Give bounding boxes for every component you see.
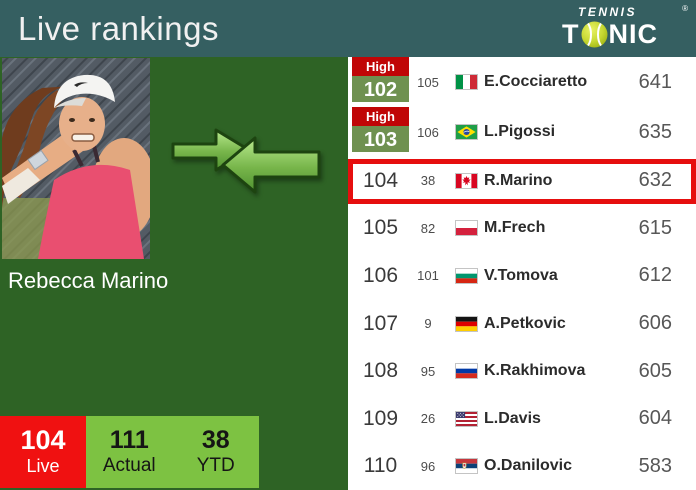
table-row[interactable]: 109 26 L.Davis 604	[348, 395, 696, 443]
rank-cell: 106	[352, 252, 409, 300]
secondary-number: 101	[417, 268, 439, 284]
rank-cell: 104	[352, 157, 409, 205]
rank-number: 104	[362, 168, 399, 192]
tennis-tonic-logo[interactable]: TENNIS ® T NIC	[562, 4, 688, 53]
points-value: 635	[638, 120, 672, 143]
logo-letter-t: T	[562, 19, 580, 49]
rank-cell: 109	[352, 395, 409, 443]
secondary-number: 26	[420, 411, 436, 427]
table-row[interactable]: 104 38 R.Marino 632	[348, 157, 696, 205]
table-row[interactable]: 105 82 M.Frech 615	[348, 205, 696, 253]
flag-poland-icon	[455, 220, 478, 237]
live-rank-label: Live	[26, 456, 60, 476]
secondary-number: 95	[420, 363, 436, 379]
points-value: 641	[638, 70, 672, 93]
player-name: O.Danilovic	[484, 457, 573, 475]
flag-canada-icon	[455, 172, 478, 189]
flag-brazil-icon	[455, 124, 478, 140]
rank-cell: 108	[352, 347, 409, 395]
player-panel: Rebecca Marino 104 Live	[0, 57, 348, 490]
rank-cell: 105	[352, 205, 409, 253]
table-row[interactable]: 110 96 O.Danilovic 583	[348, 442, 696, 490]
ytd-rank-box: 38 YTD	[173, 416, 260, 488]
points-value: 615	[638, 216, 672, 239]
ytd-rank-label: YTD	[196, 455, 235, 476]
rank-number: 102	[363, 79, 398, 101]
points-value: 612	[638, 264, 672, 287]
official-rank-box: 111 Actual 38 YTD	[86, 416, 259, 488]
career-high-badge: High	[352, 57, 409, 76]
logo-word-tonic: T NIC	[562, 19, 684, 49]
secondary-number: 9	[424, 316, 432, 332]
secondary-number: 96	[420, 458, 436, 474]
secondary-number: 38	[420, 173, 436, 189]
table-row[interactable]: High 102 105 E.Cocciaretto 641	[348, 57, 696, 107]
rank-cell: 110	[352, 442, 409, 490]
points-value: 606	[638, 312, 672, 335]
registered-mark: ®	[682, 4, 688, 13]
table-row[interactable]: 106 101 V.Tomova 612	[348, 252, 696, 300]
flag-russia-icon	[455, 363, 478, 380]
actual-rank-label: Actual	[102, 455, 156, 476]
career-high-badge: High	[352, 107, 409, 126]
actual-rank-value: 111	[109, 426, 149, 454]
player-name: A.Petkovic	[484, 314, 566, 332]
table-row[interactable]: 107 9 A.Petkovic 606	[348, 300, 696, 348]
points-value: 632	[638, 169, 672, 192]
flag-italy-icon	[455, 74, 478, 90]
rank-number: 110	[363, 454, 398, 478]
points-value: 604	[638, 407, 672, 430]
player-name: L.Davis	[484, 409, 541, 427]
rank-stats: 104 Live 111 Actual 38 YTD	[0, 416, 259, 488]
player-name: K.Rakhimova	[484, 362, 586, 380]
rank-cell: High 103	[352, 107, 409, 152]
player-name: E.Cocciaretto	[484, 73, 588, 90]
live-rank-value: 104	[20, 425, 66, 455]
secondary-number: 105	[417, 74, 439, 90]
rank-number: 107	[362, 311, 399, 335]
ytd-rank-value: 38	[201, 426, 230, 454]
tennis-ball-icon	[581, 21, 607, 47]
flag-serbia-icon	[455, 458, 478, 475]
rank-number: 108	[362, 359, 399, 383]
table-row[interactable]: High 103 106 L.Pigossi 635	[348, 107, 696, 157]
rank-cell: 107	[352, 300, 409, 348]
actual-rank-box: 111 Actual	[86, 416, 173, 488]
player-name: L.Pigossi	[484, 123, 556, 140]
page-title: Live rankings	[18, 9, 219, 47]
points-value: 605	[638, 359, 672, 382]
rank-cell: High 102	[352, 57, 409, 102]
rank-number: 106	[362, 263, 399, 287]
secondary-number: 82	[420, 220, 436, 236]
rank-number: 103	[363, 129, 398, 151]
flag-usa-icon	[455, 410, 478, 427]
logo-letters-nic: NIC	[608, 19, 658, 49]
flag-germany-icon	[455, 315, 478, 332]
rank-number: 109	[362, 406, 399, 430]
player-name: V.Tomova	[484, 266, 558, 284]
player-name-label: Rebecca Marino	[8, 268, 169, 293]
rankings-table: High 102 105 E.Cocciaretto 641 High 103 …	[348, 57, 696, 490]
flag-bulgaria-icon	[455, 267, 478, 284]
rank-number: 105	[362, 216, 399, 240]
player-name: M.Frech	[484, 219, 546, 237]
player-name: R.Marino	[484, 171, 553, 189]
header-bar: Live rankings TENNIS ® T	[0, 0, 696, 57]
live-rank-box: 104 Live	[0, 416, 86, 488]
rank-move-arrows-icon	[170, 125, 322, 207]
points-value: 583	[638, 454, 672, 477]
secondary-number: 106	[417, 124, 439, 140]
logo-word-tennis: TENNIS	[578, 5, 638, 19]
player-photo	[2, 58, 150, 259]
table-row[interactable]: 108 95 K.Rakhimova 605	[348, 347, 696, 395]
